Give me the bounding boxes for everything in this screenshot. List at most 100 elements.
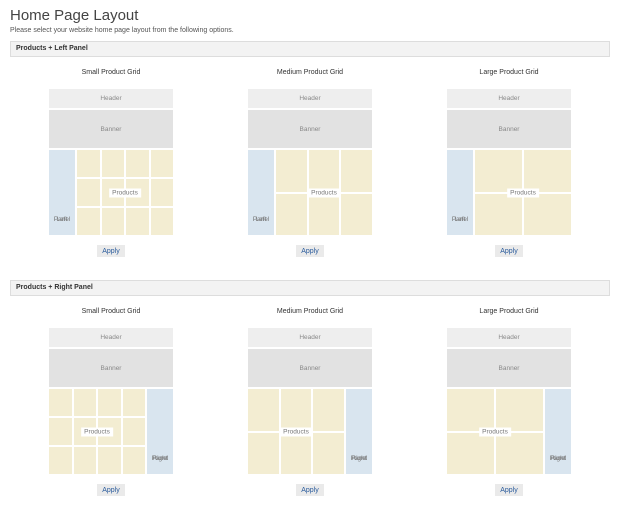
apply-button[interactable]: Apply (97, 245, 125, 257)
product-cell (280, 389, 312, 431)
product-cell (475, 193, 522, 235)
product-cell (475, 150, 522, 192)
layout-preview[interactable]: Header Banner Left Panel Products (49, 89, 173, 235)
product-cell (280, 432, 312, 474)
banner-block-label: Banner (498, 126, 520, 133)
header-block-label: Header (299, 95, 321, 102)
panel-label-line-2: Panel (53, 216, 71, 223)
header-block-label: Header (498, 334, 520, 341)
product-cell (77, 150, 100, 177)
product-cell (313, 432, 344, 474)
products-grid: Products (248, 389, 344, 474)
header-block: Header (49, 328, 173, 347)
product-cell (98, 447, 121, 474)
products-label: Products (109, 188, 141, 197)
apply-button[interactable]: Apply (97, 484, 125, 496)
product-cell (122, 447, 145, 474)
panel-label-line-2: Panel (549, 455, 567, 462)
banner-block-label: Banner (100, 126, 122, 133)
right-panel-block: Right Panel (346, 389, 372, 474)
banner-block: Banner (248, 349, 372, 387)
panel-label-line-1: Right (152, 455, 168, 462)
apply-button[interactable]: Apply (296, 245, 324, 257)
header-block: Header (248, 89, 372, 108)
product-cell (276, 150, 307, 192)
banner-block-label: Banner (299, 126, 321, 133)
product-cell (73, 447, 96, 474)
product-cell (496, 432, 543, 474)
product-cell (341, 150, 372, 192)
product-cell (122, 389, 145, 416)
product-cell (248, 432, 279, 474)
banner-block: Banner (447, 110, 571, 148)
banner-block: Banner (49, 349, 173, 387)
products-grid: Products (475, 150, 571, 235)
product-cell (276, 193, 307, 235)
right-panel-block: Right Panel (545, 389, 571, 474)
products-grid: Products (77, 150, 173, 235)
product-cell (150, 179, 173, 206)
panel-label-line-2: Panel (451, 216, 469, 223)
layout-preview[interactable]: Header Banner Left Panel Products (447, 89, 571, 235)
left-panel-block: Left Panel (49, 150, 75, 235)
header-block-label: Header (100, 334, 122, 341)
header-block: Header (447, 89, 571, 108)
apply-button[interactable]: Apply (495, 484, 523, 496)
option-title: Medium Product Grid (276, 308, 344, 315)
apply-button[interactable]: Apply (296, 484, 324, 496)
panel-label-line-1: Left (56, 216, 68, 223)
page-title: Home Page Layout (10, 7, 139, 24)
product-cell (98, 389, 121, 416)
option-title: Large Product Grid (479, 308, 539, 315)
product-cell (248, 389, 279, 431)
product-cell (341, 193, 372, 235)
product-cell (313, 389, 344, 431)
banner-block: Banner (49, 110, 173, 148)
products-label: Products (507, 188, 539, 197)
section-header-left-panel: Products + Left Panel (10, 41, 610, 57)
layout-preview[interactable]: Header Banner Products Right Panel (248, 328, 372, 474)
panel-label-line-2: Panel (151, 455, 169, 462)
header-block: Header (49, 89, 173, 108)
products-label: Products (479, 427, 511, 436)
banner-block: Banner (447, 349, 571, 387)
layout-preview[interactable]: Header Banner Products Right Panel (447, 328, 571, 474)
panel-label-line-1: Left (255, 216, 267, 223)
product-cell (49, 447, 72, 474)
products-grid: Products (276, 150, 372, 235)
products-grid: Products (447, 389, 543, 474)
product-cell (77, 179, 100, 206)
banner-block-label: Banner (100, 365, 122, 372)
products-grid: Products (49, 389, 145, 474)
panel-label-line-1: Left (454, 216, 466, 223)
panel-label-line-2: Panel (252, 216, 270, 223)
product-cell (49, 389, 72, 416)
panel-label-line-1: Right (550, 455, 566, 462)
product-cell (447, 389, 494, 431)
right-panel-block: Right Panel (147, 389, 173, 474)
header-block-label: Header (100, 95, 122, 102)
option-title: Medium Product Grid (276, 69, 344, 76)
header-block-label: Header (299, 334, 321, 341)
product-cell (308, 150, 340, 192)
layout-preview[interactable]: Header Banner Products Right Panel (49, 328, 173, 474)
product-cell (49, 418, 72, 445)
banner-block-label: Banner (299, 365, 321, 372)
product-cell (73, 389, 96, 416)
product-cell (122, 418, 145, 445)
product-cell (496, 389, 543, 431)
product-cell (126, 208, 149, 235)
left-panel-block: Left Panel (447, 150, 473, 235)
option-title: Small Product Grid (81, 69, 141, 76)
product-cell (101, 150, 124, 177)
page-subtitle: Please select your website home page lay… (10, 27, 234, 34)
layout-preview[interactable]: Header Banner Left Panel Products (248, 89, 372, 235)
apply-button[interactable]: Apply (495, 245, 523, 257)
section-header-right-panel: Products + Right Panel (10, 280, 610, 296)
panel-label-line-1: Right (351, 455, 367, 462)
product-cell (308, 193, 340, 235)
product-cell (126, 150, 149, 177)
panel-label-line-2: Panel (350, 455, 368, 462)
product-cell (77, 208, 100, 235)
banner-block-label: Banner (498, 365, 520, 372)
